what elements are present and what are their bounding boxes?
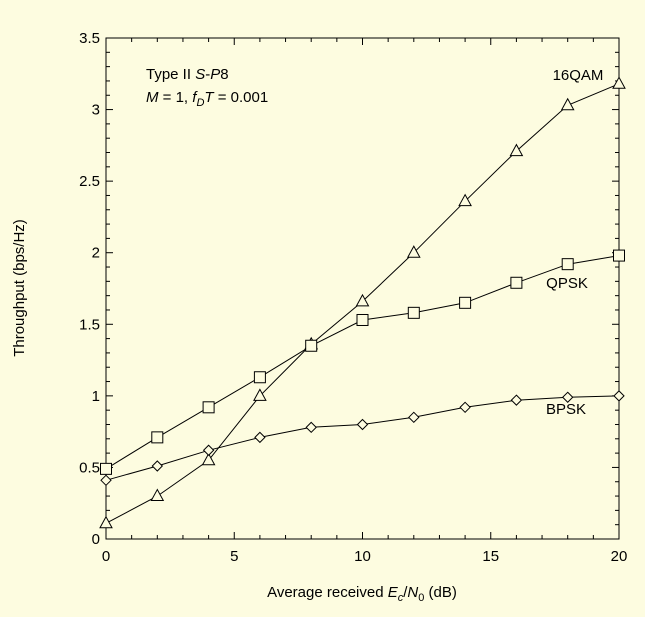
y-tick-label: 0.5 — [79, 459, 100, 476]
x-tick-label: 20 — [611, 548, 628, 565]
point-qpsk — [510, 276, 523, 289]
series-line-bpsk — [105, 395, 620, 481]
annotation-line2: M = 1, fDT = 0.001 — [146, 89, 268, 109]
x-tick-label: 15 — [482, 548, 499, 565]
point-16qam — [509, 143, 524, 157]
point-bpsk — [459, 401, 471, 414]
point-qpsk — [151, 431, 164, 444]
series-bpsk — [100, 390, 625, 487]
point-qpsk — [100, 462, 112, 475]
point-qpsk — [459, 296, 472, 309]
series-16qam — [99, 76, 626, 529]
point-bpsk — [613, 390, 625, 402]
point-bpsk — [356, 418, 369, 431]
point-qpsk — [561, 258, 574, 271]
series-line-qpsk — [105, 255, 620, 470]
point-qpsk — [305, 339, 318, 352]
point-16qam — [612, 76, 626, 89]
x-axis-label: Average received Ec/N0 (dB) — [267, 584, 457, 604]
point-bpsk — [510, 394, 523, 406]
y-tick-label: 2 — [92, 245, 100, 262]
point-bpsk — [408, 411, 420, 424]
series-label-bpsk: BPSK — [546, 401, 586, 418]
point-bpsk — [305, 421, 317, 434]
x-tick-label: 10 — [354, 548, 371, 565]
point-bpsk — [254, 431, 266, 444]
point-16qam — [406, 245, 421, 258]
point-16qam — [560, 97, 575, 111]
x-tick-label: 0 — [102, 548, 110, 565]
point-qpsk — [613, 249, 625, 262]
point-bpsk — [100, 474, 112, 487]
point-bpsk — [151, 460, 164, 472]
point-16qam — [99, 515, 113, 529]
point-bpsk — [561, 391, 574, 403]
point-16qam — [201, 452, 216, 466]
x-tick-label: 5 — [230, 548, 238, 565]
point-bpsk — [202, 444, 215, 456]
point-qpsk — [407, 306, 420, 319]
point-qpsk — [253, 371, 266, 384]
y-tick-label: 2.5 — [79, 173, 100, 190]
series-layer — [99, 76, 626, 529]
y-tick-label: 1 — [92, 388, 100, 405]
plot-area — [105, 37, 620, 540]
point-16qam — [458, 193, 472, 207]
point-qpsk — [202, 401, 215, 414]
point-16qam — [355, 293, 370, 307]
series-label-16qam: 16QAM — [553, 67, 604, 84]
y-tick-label: 3.5 — [79, 30, 100, 47]
series-label-qpsk: QPSK — [546, 275, 588, 292]
axis-ticks: 0 0.5 1 1.5 2 2.5 3 3.5 0 5 10 15 20 — [79, 30, 627, 565]
point-qpsk — [356, 313, 369, 326]
annotation-line1: Type II S-P8 — [146, 66, 229, 83]
series-qpsk — [100, 249, 625, 475]
y-tick-label: 0 — [92, 531, 100, 548]
point-16qam — [150, 488, 165, 502]
point-16qam — [253, 388, 267, 401]
y-tick-label: 3 — [92, 102, 100, 119]
y-axis-label: Throughput (bps/Hz) — [11, 219, 28, 357]
y-tick-label: 1.5 — [79, 316, 100, 333]
